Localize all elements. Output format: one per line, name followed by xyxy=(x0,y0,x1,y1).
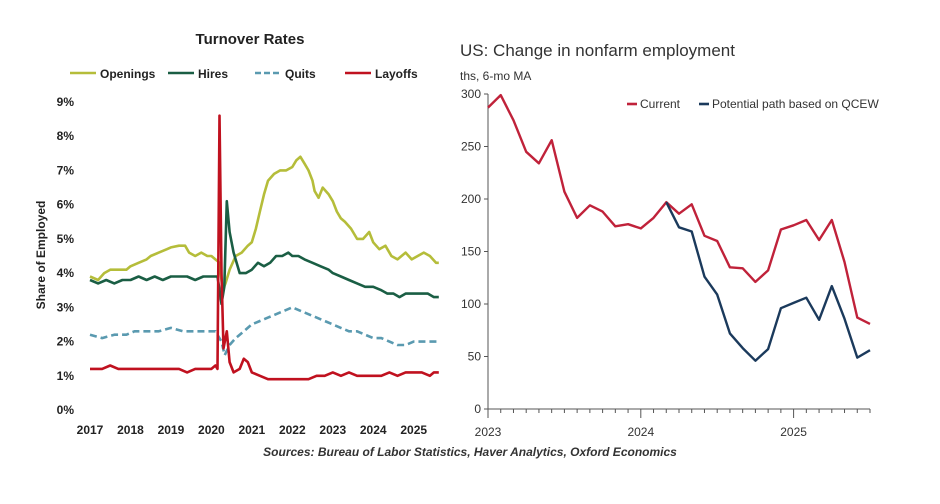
legend-label-current: Current xyxy=(640,97,681,111)
x-tick-label: 2023 xyxy=(475,425,502,439)
series-line-quits xyxy=(89,306,439,357)
series-line-hires xyxy=(89,199,439,306)
y-axis-label: Share of Employed xyxy=(34,201,48,310)
legend-label-potential-path-based-on-qcew: Potential path based on QCEW xyxy=(712,97,879,111)
y-tick-label: 5% xyxy=(57,232,75,246)
legend: Current Potential path based on QCEW xyxy=(627,97,879,111)
source-note: Sources: Bureau of Labor Statistics, Hav… xyxy=(263,445,677,459)
x-tick-label: 2018 xyxy=(117,423,144,437)
y-tick-label: 8% xyxy=(57,129,75,143)
y-tick-label: 300 xyxy=(461,87,481,101)
series-line-potential-path-based-on-qcew xyxy=(665,201,871,362)
y-tick-label: 200 xyxy=(461,192,481,206)
series-line-current xyxy=(487,93,871,325)
y-axis: 0 50 100 150 200 250 300 xyxy=(461,87,488,416)
y-tick-label: 3% xyxy=(57,300,75,314)
legend-label-quits: Quits xyxy=(285,67,316,81)
y-tick-label: 50 xyxy=(468,350,482,364)
y-axis: 0% 1% 2% 3% 4% 5% 6% 7% 8% 9% xyxy=(57,95,75,417)
chart-title: US: Change in nonfarm employment xyxy=(460,41,735,60)
legend-label-hires: Hires xyxy=(198,67,228,81)
series-line-layoffs xyxy=(90,114,439,381)
legend: Openings Hires Quits Layoffs xyxy=(70,67,418,81)
axes xyxy=(487,94,870,410)
legend-label-layoffs: Layoffs xyxy=(375,67,418,81)
y-tick-label: 250 xyxy=(461,140,481,154)
x-tick-label: 2024 xyxy=(627,425,654,439)
y-tick-label: 0% xyxy=(57,403,75,417)
y-tick-label: 6% xyxy=(57,198,75,212)
y-tick-label: 4% xyxy=(57,266,75,280)
x-axis: 2023 2024 2025 xyxy=(475,409,871,439)
x-tick-label: 2022 xyxy=(279,423,306,437)
x-tick-label: 2020 xyxy=(198,423,225,437)
x-tick-label: 2025 xyxy=(780,425,807,439)
series-line-openings xyxy=(89,155,439,292)
y-tick-label: 7% xyxy=(57,163,75,177)
chart-title: Turnover Rates xyxy=(196,31,305,48)
x-axis: 2017 2018 2019 2020 2021 2022 2023 2024 2025 xyxy=(77,423,428,437)
y-tick-label: 1% xyxy=(57,369,75,383)
chart-subtitle: ths, 6-mo MA xyxy=(460,69,531,83)
x-tick-label: 2023 xyxy=(319,423,346,437)
x-tick-label: 2024 xyxy=(360,423,387,437)
nonfarm-employment-chart: US: Change in nonfarm employment ths, 6-… xyxy=(460,41,879,439)
y-tick-label: 0 xyxy=(474,402,481,416)
x-tick-label: 2019 xyxy=(158,423,185,437)
y-tick-label: 9% xyxy=(57,95,75,109)
plot-area xyxy=(89,114,439,381)
x-tick-label: 2025 xyxy=(400,423,427,437)
x-tick-label: 2021 xyxy=(238,423,265,437)
legend-label-openings: Openings xyxy=(100,67,156,81)
plot-area xyxy=(487,93,871,362)
y-tick-label: 150 xyxy=(461,245,481,259)
turnover-rates-chart: Turnover Rates Openings Hires Quits Layoffs… xyxy=(34,31,439,437)
y-tick-label: 100 xyxy=(461,297,481,311)
y-tick-label: 2% xyxy=(57,335,75,349)
x-tick-label: 2017 xyxy=(77,423,104,437)
